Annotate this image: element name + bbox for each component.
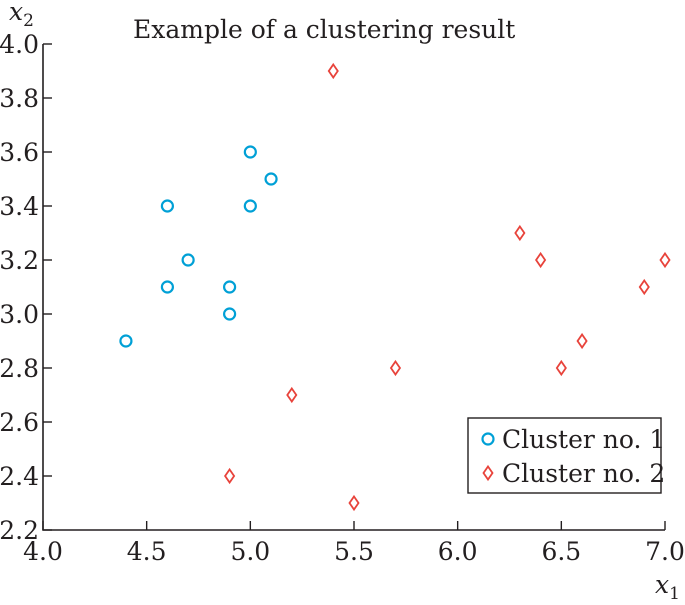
x-axis-ticks: 4.0 4.5 5.0 5.5 6.0 6.5 7.0: [23, 521, 685, 566]
y-tick-label: 3.0: [0, 300, 39, 329]
y-tick-label: 4.0: [0, 30, 39, 59]
cluster-1-point: [160, 280, 174, 294]
legend-entries: Cluster no. 1 Cluster no. 2: [481, 425, 665, 488]
x-tick-label: 5.5: [334, 537, 374, 566]
cluster-2-point: [327, 62, 339, 80]
cluster-1-point: [181, 253, 195, 267]
y-tick-label: 2.6: [0, 408, 39, 437]
cluster-1-point: [119, 334, 133, 348]
y-tick-label: 2.8: [0, 354, 39, 383]
cluster-2-point: [389, 359, 402, 377]
cluster-1-point: [264, 172, 278, 186]
y-tick-label: 3.8: [0, 84, 39, 113]
series-1-points: [119, 145, 278, 348]
y-tick-label: 3.6: [0, 138, 39, 167]
cluster-2-point: [286, 386, 298, 404]
cluster-1-point: [223, 307, 237, 321]
y-tick-label: 3.2: [0, 246, 39, 275]
cluster-2-point: [576, 332, 588, 350]
cluster-2-point: [224, 467, 236, 485]
legend-label-1: Cluster no. 1: [502, 425, 665, 454]
legend-label-2: Cluster no. 2: [502, 459, 665, 488]
cluster-2-point: [348, 494, 360, 512]
x-tick-label: 7.0: [645, 537, 685, 566]
y-tick-label: 2.2: [0, 516, 39, 545]
cluster-1-point: [243, 145, 257, 159]
cluster-1-point: [160, 199, 174, 213]
legend-box: [467, 417, 662, 494]
cluster-1-point: [243, 199, 257, 213]
legend-marker-2: [482, 464, 494, 482]
cluster-1-point: [223, 280, 237, 294]
x-tick-label: 5.0: [230, 537, 270, 566]
x-tick-label: 6.5: [541, 537, 581, 566]
y-tick-label: 3.4: [0, 192, 39, 221]
legend-marker-1: [481, 432, 495, 446]
cluster-2-point: [659, 251, 671, 269]
y-tick-label: 2.4: [0, 462, 39, 491]
y-axis-label: x2: [9, 0, 34, 31]
cluster-2-point: [535, 251, 547, 269]
cluster-2-point: [638, 278, 650, 296]
data-points: [119, 62, 671, 512]
series-2-points: [224, 62, 671, 512]
x-tick-label: 4.0: [23, 537, 63, 566]
x-tick-label: 6.0: [438, 537, 478, 566]
x-tick-label: 4.5: [127, 537, 167, 566]
y-axis-ticks: 2.2 2.4 2.6 2.8 3.0 3.2 3.4 3.6 3.8 4.0: [0, 30, 52, 545]
cluster-2-point: [555, 359, 567, 377]
legend: Cluster no. 1 Cluster no. 2: [467, 417, 665, 494]
chart-title: Example of a clustering result: [133, 15, 515, 44]
x-axis-label: x1: [655, 570, 680, 604]
cluster-2-point: [514, 224, 526, 242]
